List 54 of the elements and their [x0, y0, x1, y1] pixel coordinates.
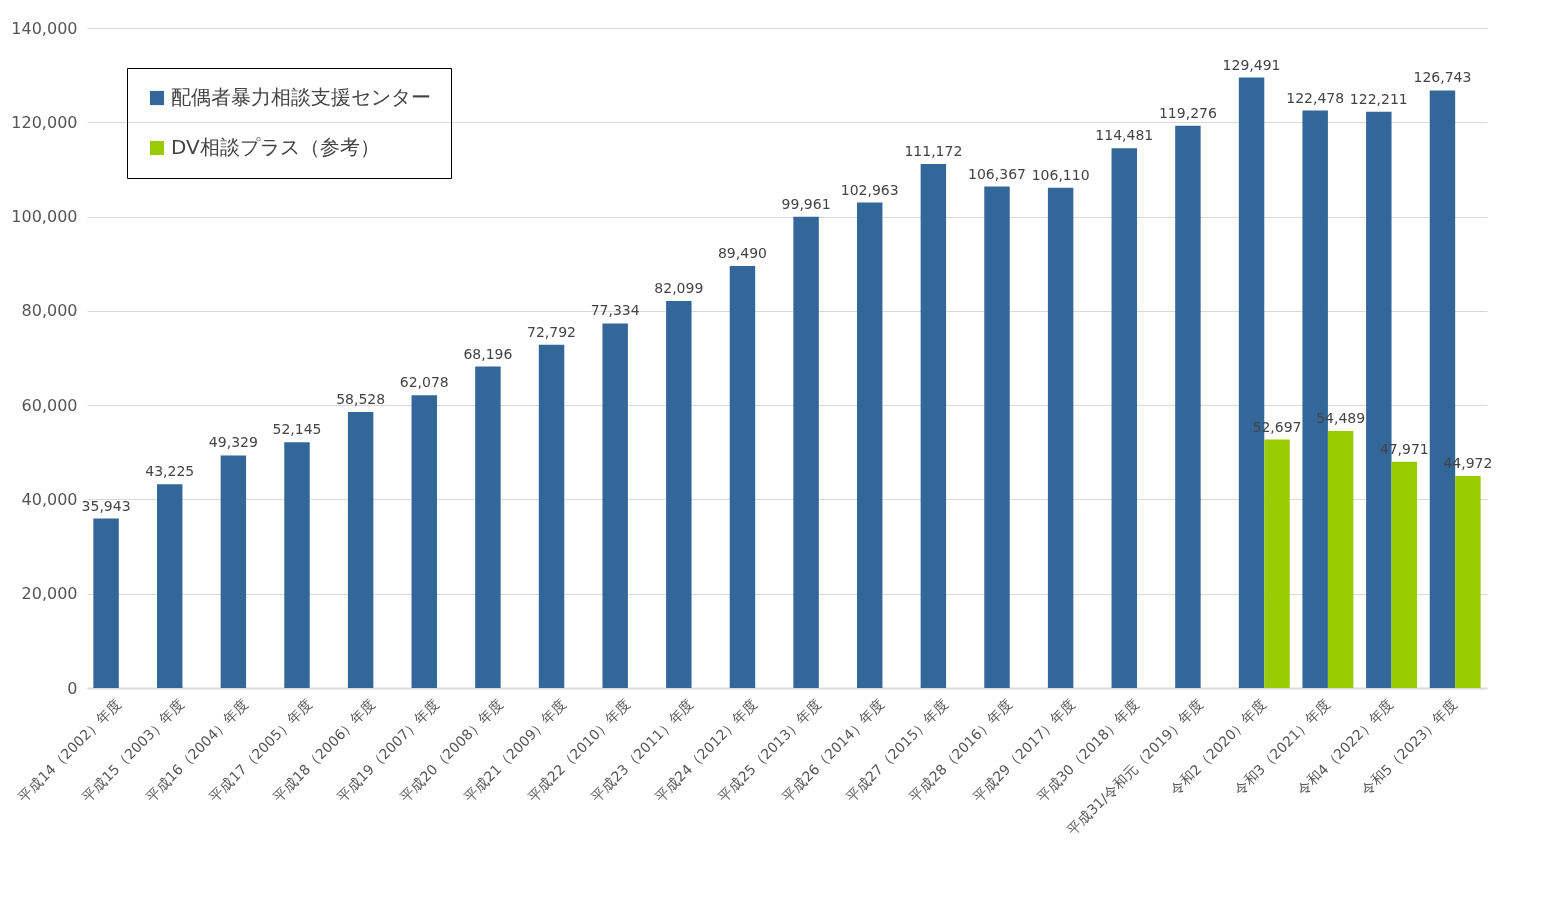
data-label: 106,367	[968, 165, 1026, 182]
data-label: 122,211	[1349, 90, 1408, 107]
bar	[984, 186, 1010, 688]
bar	[1111, 148, 1137, 688]
legend-label: DV相談プラス（参考）	[171, 135, 380, 159]
bar	[157, 484, 183, 688]
data-label: 89,490	[717, 245, 767, 262]
data-label: 68,196	[463, 345, 513, 362]
y-tick-label: 60,000	[21, 395, 78, 415]
y-tick-label: 100,000	[11, 207, 78, 227]
bar	[220, 455, 247, 688]
y-tick-label: 80,000	[21, 301, 78, 321]
data-label: 126,743	[1413, 69, 1472, 86]
bar	[1391, 461, 1417, 688]
bar	[411, 395, 437, 688]
bar	[347, 412, 374, 688]
y-tick-label: 140,000	[11, 18, 78, 38]
bar	[284, 442, 310, 688]
bar	[538, 344, 565, 688]
bar	[729, 266, 756, 688]
bar	[1175, 125, 1201, 688]
bar	[602, 323, 628, 688]
bar	[475, 366, 501, 688]
y-tick-label: 0	[67, 678, 78, 698]
bar	[666, 300, 692, 688]
data-label: 111,172	[904, 142, 963, 159]
bar	[1264, 439, 1290, 688]
data-label: 58,528	[336, 391, 386, 408]
y-tick-label: 20,000	[21, 584, 78, 604]
data-label: 49,329	[208, 434, 258, 451]
data-label: 52,145	[272, 421, 322, 438]
data-label: 99,961	[781, 195, 831, 212]
data-label: 35,943	[81, 497, 131, 514]
data-label: 122,478	[1286, 89, 1345, 106]
bar	[1327, 431, 1354, 688]
bar	[857, 202, 883, 688]
data-label: 129,491	[1222, 56, 1281, 73]
data-label: 82,099	[654, 279, 704, 296]
data-label: 119,276	[1158, 104, 1217, 121]
y-tick-label: 120,000	[11, 112, 78, 132]
data-label: 77,334	[590, 302, 640, 319]
data-label: 114,481	[1095, 127, 1154, 144]
data-label: 106,110	[1031, 166, 1090, 183]
data-label: 102,963	[840, 181, 899, 198]
data-label: 62,078	[399, 374, 449, 391]
bar	[1047, 187, 1074, 688]
data-label: 43,225	[145, 463, 195, 480]
data-label: 72,792	[527, 323, 577, 340]
bar	[93, 518, 119, 688]
legend-label: 配偶者暴力相談支援センター	[171, 85, 431, 109]
bar	[1455, 475, 1481, 688]
bar	[793, 216, 819, 688]
y-tick-label: 40,000	[21, 489, 78, 509]
bar	[920, 163, 947, 688]
